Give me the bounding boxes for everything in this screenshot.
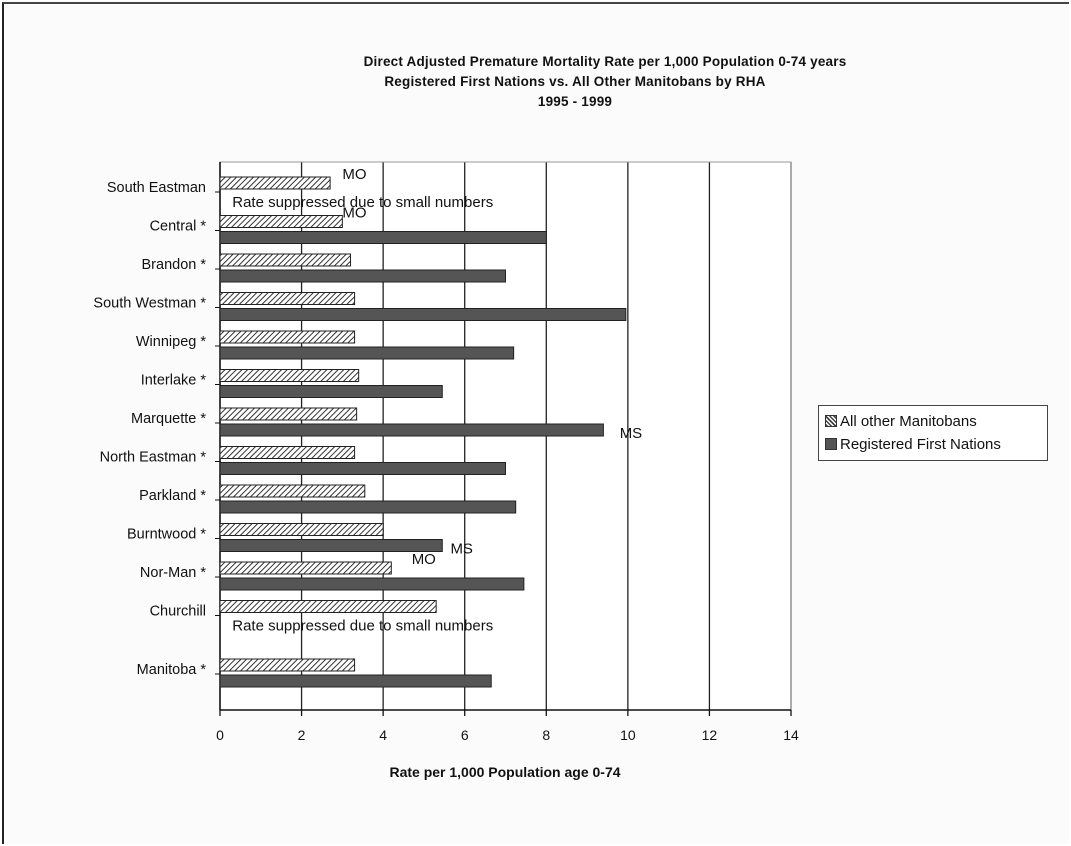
- chart-title-line-3: 1995 - 1999: [537, 94, 613, 109]
- y-tick-label: Brandon *: [142, 257, 207, 273]
- annotation-label: MO: [412, 551, 436, 568]
- bar-registered-first-nations: [219, 346, 515, 360]
- bar-registered-first-nations: [219, 539, 443, 552]
- hatched-swatch-icon: [825, 415, 837, 427]
- x-tick-label-4: 4: [379, 727, 387, 743]
- bar-all-other-manitobans: [219, 369, 360, 382]
- bar-registered-first-nations: [219, 423, 604, 437]
- y-tick-label: South Westman *: [93, 296, 206, 312]
- bar-all-other-manitobans: [219, 658, 356, 672]
- y-tick-label: Central *: [150, 219, 207, 235]
- x-tick-label-8: 8: [542, 727, 550, 743]
- y-tick-label: North Eastman *: [100, 450, 207, 466]
- x-tick-label-0: 0: [216, 727, 224, 743]
- y-tick-label: Nor-Man *: [140, 565, 206, 581]
- legend-label-first-nations: Registered First Nations: [840, 435, 1001, 453]
- x-tick-label-10: 10: [620, 727, 636, 743]
- bar-all-other-manitobans: [219, 253, 352, 267]
- y-tick-label: Interlake *: [141, 373, 207, 389]
- x-tick-label-14: 14: [783, 727, 799, 743]
- bar-all-other-manitobans: [219, 561, 392, 575]
- y-tick-label: South Eastman: [107, 180, 206, 196]
- solid-swatch-icon: [825, 438, 837, 450]
- legend-item-first-nations: Registered First Nations: [825, 435, 1001, 453]
- annotation-label: MO: [342, 205, 366, 222]
- bar-all-other-manitobans: [219, 407, 358, 421]
- y-tick-label: Burntwood *: [127, 527, 206, 543]
- y-tick-label: Churchill: [150, 604, 206, 620]
- annotation-label: Rate suppressed due to small numbers: [232, 194, 493, 211]
- annotation-label: MO: [342, 166, 366, 183]
- bar-registered-first-nations: [219, 269, 506, 283]
- bar-all-other-manitobans: [219, 215, 343, 228]
- bar-all-other-manitobans: [219, 330, 356, 344]
- x-axis-title: Rate per 1,000 Population age 0-74: [389, 764, 621, 780]
- bar-registered-first-nations: [219, 231, 547, 244]
- bar-all-other-manitobans: [219, 176, 331, 190]
- legend-item-all-other: All other Manitobans: [825, 412, 977, 430]
- bar-all-other-manitobans: [219, 484, 366, 498]
- x-tick-label-12: 12: [702, 727, 718, 743]
- chart-legend: All other Manitobans Registered First Na…: [818, 405, 1048, 461]
- bar-all-other-manitobans: [219, 292, 356, 305]
- y-tick-label: Marquette *: [131, 411, 206, 427]
- annotation-label: MS: [620, 425, 643, 442]
- bar-registered-first-nations: [219, 308, 627, 321]
- annotation-label: MS: [450, 541, 473, 558]
- bar-all-other-manitobans: [219, 523, 384, 536]
- bar-registered-first-nations: [219, 385, 443, 398]
- chart-title-line-1: Direct Adjusted Premature Mortality Rate…: [363, 54, 847, 69]
- y-tick-label: Winnipeg *: [136, 334, 206, 350]
- bar-all-other-manitobans: [219, 446, 356, 459]
- chart-title-line-2: Registered First Nations vs. All Other M…: [384, 74, 766, 89]
- annotation-label: Rate suppressed due to small numbers: [232, 618, 493, 635]
- bar-registered-first-nations: [219, 674, 492, 688]
- x-tick-label-2: 2: [298, 727, 306, 743]
- legend-label-all-other: All other Manitobans: [840, 412, 977, 430]
- x-tick-label-6: 6: [461, 727, 469, 743]
- bar-registered-first-nations: [219, 500, 517, 514]
- y-tick-label: Manitoba *: [137, 662, 207, 678]
- bar-all-other-manitobans: [219, 600, 437, 613]
- y-tick-label: Parkland *: [139, 488, 206, 504]
- bar-registered-first-nations: [219, 462, 506, 475]
- bar-registered-first-nations: [219, 577, 525, 591]
